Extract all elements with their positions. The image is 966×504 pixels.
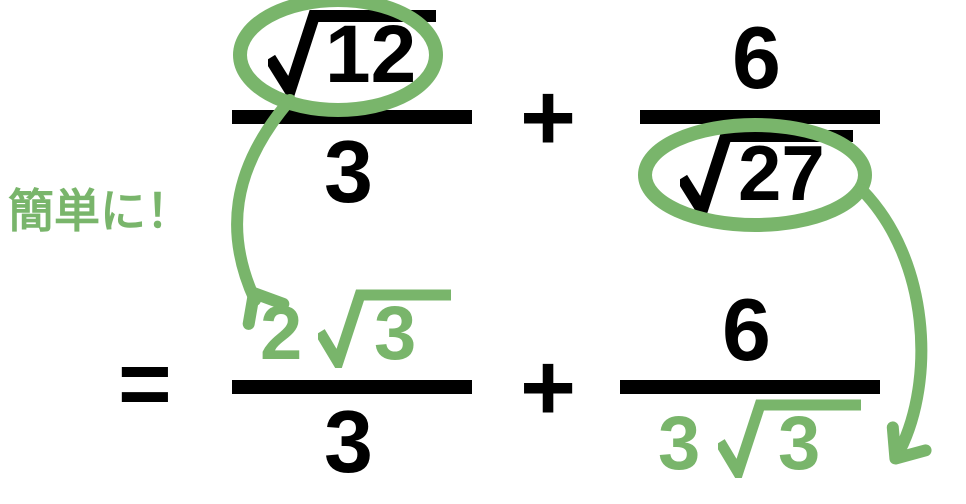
den-3-1: 3 xyxy=(324,128,373,216)
math-diagram: 12 3 + 6 27 簡単に！ = 2 3 3 + 6 3 3 xyxy=(0,0,966,504)
vinculum-1-2 xyxy=(640,110,880,124)
plus-1: + xyxy=(520,70,576,166)
num-6-2: 6 xyxy=(722,286,771,374)
plus-2: + xyxy=(520,340,576,436)
den-coeff-3: 3 xyxy=(658,406,700,482)
vinculum-2-2 xyxy=(620,380,880,394)
radicand-3b: 3 xyxy=(778,406,820,482)
simplify-label: 簡単に！ xyxy=(8,188,192,234)
den-3-2: 3 xyxy=(324,398,373,486)
radicand-27: 27 xyxy=(738,134,825,212)
coeff-2: 2 xyxy=(260,296,302,372)
equals: = xyxy=(118,338,172,430)
radicand-3a: 3 xyxy=(374,296,416,372)
num-6-1: 6 xyxy=(732,14,781,102)
radicand-12: 12 xyxy=(325,14,416,96)
